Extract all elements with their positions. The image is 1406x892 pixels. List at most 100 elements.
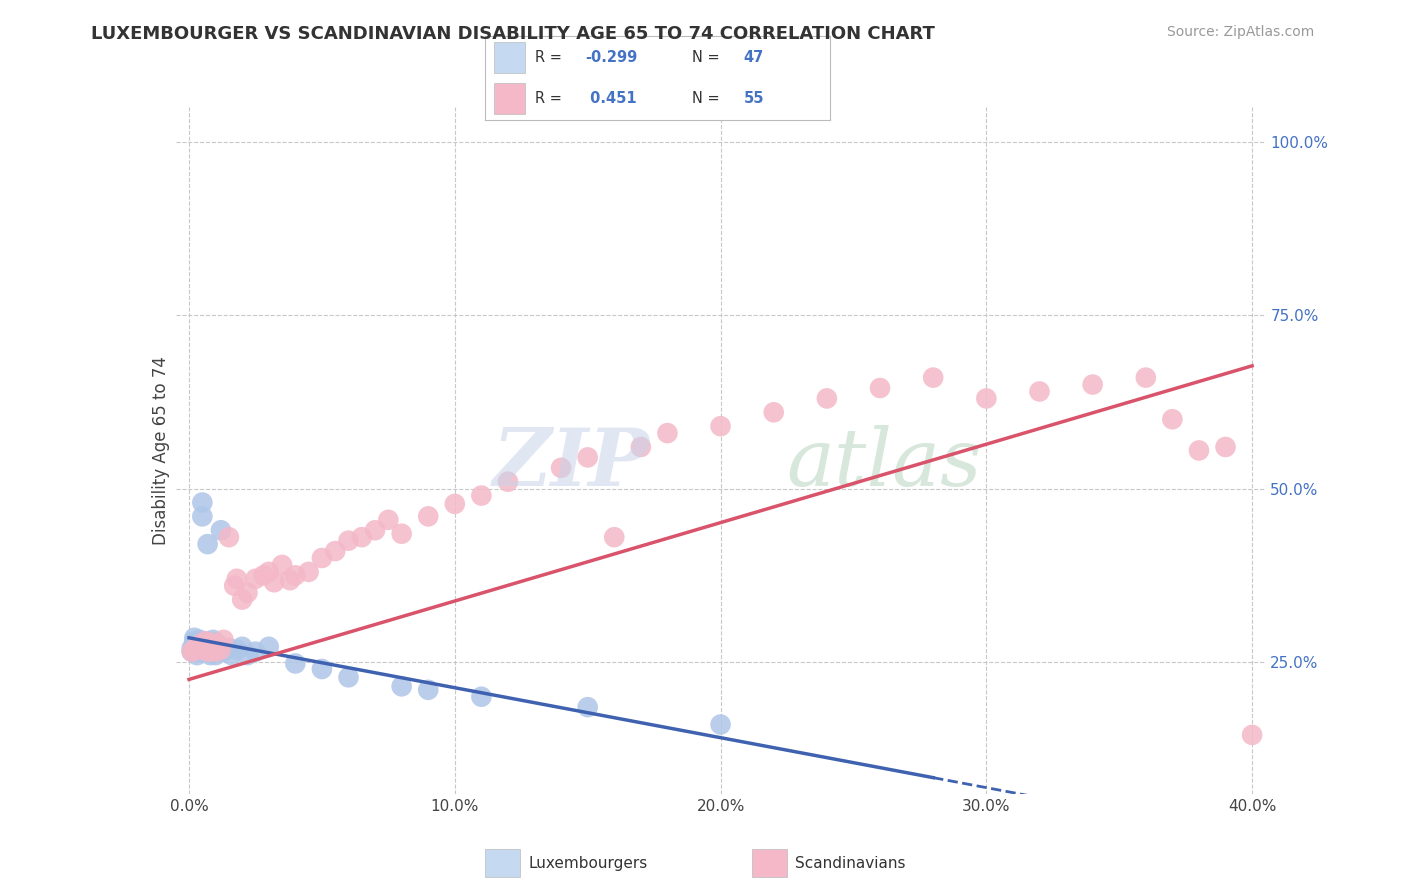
- Point: [183, 631, 205, 645]
- Point: [225, 572, 247, 586]
- Point: [221, 648, 243, 662]
- Point: [194, 634, 217, 648]
- Point: [212, 632, 235, 647]
- Text: R =: R =: [536, 91, 567, 106]
- Text: atlas: atlas: [786, 425, 981, 503]
- Point: [391, 679, 413, 693]
- Point: [377, 513, 399, 527]
- Point: [180, 645, 202, 659]
- Point: [1135, 370, 1157, 384]
- Point: [200, 648, 222, 662]
- Point: [188, 641, 211, 656]
- Point: [271, 558, 294, 572]
- Y-axis label: Disability Age 65 to 74: Disability Age 65 to 74: [152, 356, 170, 545]
- Point: [191, 509, 214, 524]
- Point: [209, 523, 232, 537]
- FancyBboxPatch shape: [752, 849, 787, 877]
- Point: [1081, 377, 1104, 392]
- Point: [311, 662, 333, 676]
- Point: [186, 640, 208, 654]
- Point: [186, 648, 208, 662]
- Point: [922, 370, 945, 384]
- Point: [207, 640, 229, 654]
- Point: [194, 634, 217, 648]
- Point: [284, 568, 307, 582]
- Point: [191, 638, 214, 652]
- Point: [218, 641, 240, 656]
- Text: ZIP: ZIP: [494, 425, 650, 503]
- Text: 0.451: 0.451: [585, 91, 637, 106]
- Point: [1161, 412, 1184, 426]
- Point: [391, 526, 413, 541]
- Text: 47: 47: [744, 50, 763, 65]
- Point: [194, 642, 217, 657]
- Point: [496, 475, 519, 489]
- Point: [200, 635, 222, 649]
- Point: [180, 645, 202, 659]
- Point: [1028, 384, 1050, 399]
- Point: [197, 640, 219, 654]
- Point: [337, 670, 360, 684]
- Point: [188, 638, 211, 652]
- Point: [443, 497, 465, 511]
- Point: [630, 440, 652, 454]
- Point: [194, 645, 217, 659]
- Point: [470, 690, 492, 704]
- Point: [204, 645, 226, 659]
- Point: [191, 640, 214, 654]
- Point: [236, 648, 259, 662]
- Point: [209, 642, 232, 657]
- Point: [364, 523, 387, 537]
- Point: [212, 645, 235, 659]
- Point: [186, 640, 208, 654]
- Point: [197, 645, 219, 659]
- Point: [225, 642, 247, 657]
- Text: N =: N =: [692, 50, 724, 65]
- Point: [207, 638, 229, 652]
- Point: [976, 392, 998, 406]
- Text: Scandinavians: Scandinavians: [796, 855, 905, 871]
- Point: [311, 551, 333, 566]
- Text: R =: R =: [536, 50, 567, 65]
- Point: [470, 489, 492, 503]
- Point: [550, 460, 572, 475]
- Point: [231, 592, 253, 607]
- Point: [186, 635, 208, 649]
- Point: [201, 632, 224, 647]
- Point: [298, 565, 321, 579]
- Point: [418, 682, 440, 697]
- Point: [252, 568, 274, 582]
- Point: [204, 635, 226, 649]
- Point: [197, 645, 219, 659]
- Point: [1241, 728, 1264, 742]
- FancyBboxPatch shape: [494, 43, 524, 73]
- Text: N =: N =: [692, 91, 724, 106]
- Point: [603, 530, 626, 544]
- Point: [224, 579, 246, 593]
- Point: [576, 450, 599, 465]
- Point: [278, 573, 301, 587]
- FancyBboxPatch shape: [494, 83, 524, 113]
- Point: [218, 530, 240, 544]
- Point: [201, 641, 224, 656]
- Point: [257, 565, 280, 579]
- Point: [186, 642, 208, 657]
- Point: [576, 700, 599, 714]
- Point: [418, 509, 440, 524]
- Point: [191, 642, 214, 657]
- Point: [657, 426, 679, 441]
- Point: [762, 405, 785, 419]
- Point: [337, 533, 360, 548]
- Text: -0.299: -0.299: [585, 50, 637, 65]
- Point: [197, 537, 219, 551]
- Point: [323, 544, 346, 558]
- Point: [204, 648, 226, 662]
- Point: [1188, 443, 1211, 458]
- Point: [236, 585, 259, 599]
- Point: [350, 530, 373, 544]
- Point: [245, 572, 267, 586]
- Point: [1215, 440, 1237, 454]
- Text: Luxembourgers: Luxembourgers: [529, 855, 647, 871]
- Text: 55: 55: [744, 91, 763, 106]
- Point: [869, 381, 891, 395]
